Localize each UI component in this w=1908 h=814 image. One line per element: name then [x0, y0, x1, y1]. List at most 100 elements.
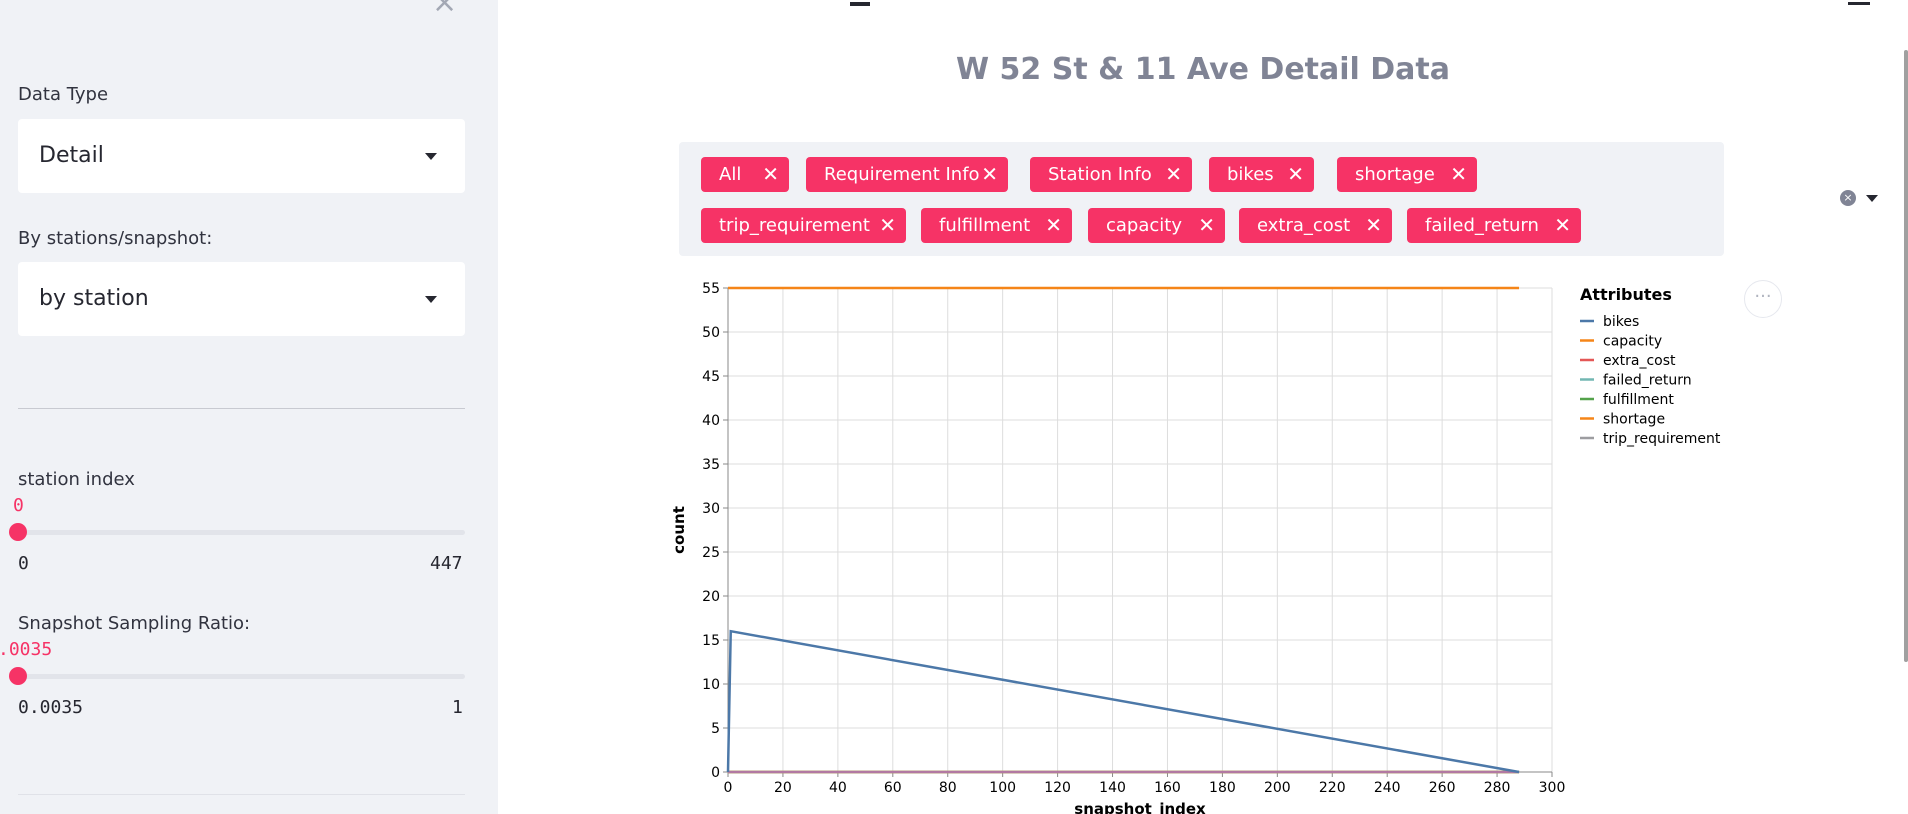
y-tick-label: 20: [702, 589, 720, 605]
legend-label-shortage: shortage: [1603, 412, 1665, 428]
y-tick-label: 45: [702, 369, 720, 385]
y-tick-label: 55: [702, 281, 720, 297]
tag-label: bikes: [1227, 164, 1274, 185]
x-tick-label: 280: [1484, 780, 1511, 796]
scrollbar[interactable]: [1904, 50, 1908, 662]
x-tick-label: 220: [1319, 780, 1346, 796]
sampling-ratio-max: 1: [452, 697, 463, 718]
close-icon[interactable]: ✕: [1450, 162, 1467, 186]
x-tick-label: 120: [1044, 780, 1071, 796]
data-type-value: Detail: [39, 143, 104, 168]
clear-all-icon[interactable]: ×: [1840, 190, 1856, 206]
x-tick-label: 300: [1539, 780, 1566, 796]
close-icon[interactable]: ✕: [1045, 213, 1062, 237]
y-tick-label: 50: [702, 325, 720, 341]
sampling-ratio-value: .0035: [0, 639, 53, 660]
x-tick-label: 260: [1429, 780, 1456, 796]
sidebar-divider: [18, 794, 465, 795]
y-axis-title: count: [670, 506, 688, 554]
y-tick-label: 10: [702, 677, 720, 693]
x-tick-label: 180: [1209, 780, 1236, 796]
tag-station-info[interactable]: Station Info ✕: [1030, 157, 1192, 192]
tag-label: fulfillment: [939, 215, 1031, 236]
tag-label: shortage: [1355, 164, 1435, 185]
chevron-down-icon: [425, 296, 437, 303]
close-icon[interactable]: ✕: [1554, 213, 1571, 237]
sampling-ratio-slider-thumb[interactable]: [9, 667, 27, 685]
sidebar: × Data Type Detail By stations/snapshot:…: [0, 0, 498, 814]
y-tick-label: 0: [711, 765, 720, 781]
x-tick-label: 0: [724, 780, 733, 796]
by-stations-value: by station: [39, 286, 149, 311]
tag-failed-return[interactable]: failed_return ✕: [1407, 208, 1581, 243]
station-index-slider-thumb[interactable]: [9, 523, 27, 541]
tag-trip-requirement[interactable]: trip_requirement ✕: [701, 208, 906, 243]
sidebar-divider: [18, 408, 465, 409]
legend-label-trip_requirement: trip_requirement: [1603, 431, 1721, 447]
station-index-max: 447: [430, 553, 463, 574]
main-content: W 52 St & 11 Ave Detail Data All ✕ Requi…: [498, 0, 1908, 814]
data-type-label: Data Type: [18, 84, 109, 105]
y-tick-label: 5: [711, 721, 720, 737]
tag-label: capacity: [1106, 215, 1182, 236]
hamburger-icon[interactable]: [1848, 2, 1870, 5]
x-tick-label: 60: [884, 780, 902, 796]
legend-title: Attributes: [1580, 285, 1672, 304]
tag-requirement-info[interactable]: Requirement Info ✕: [806, 157, 1008, 192]
by-stations-label: By stations/snapshot:: [18, 228, 213, 249]
y-tick-label: 15: [702, 633, 720, 649]
x-tick-label: 80: [939, 780, 957, 796]
x-tick-label: 40: [829, 780, 847, 796]
x-tick-label: 140: [1099, 780, 1126, 796]
chevron-down-icon[interactable]: [1866, 195, 1878, 202]
tag-all[interactable]: All ✕: [701, 157, 789, 192]
close-icon[interactable]: ✕: [1365, 213, 1382, 237]
menu-bar-icon: [850, 2, 870, 6]
legend-label-capacity: capacity: [1603, 334, 1662, 350]
data-type-select[interactable]: Detail: [18, 119, 465, 193]
close-icon[interactable]: ✕: [1165, 162, 1182, 186]
sampling-ratio-label: Snapshot Sampling Ratio:: [18, 613, 251, 634]
close-icon[interactable]: ✕: [1198, 213, 1215, 237]
line-chart: 0 20 40 60 80 100 120 140 160 180 200 220 240 260 280 3…: [670, 281, 1721, 814]
tag-fulfillment[interactable]: fulfillment ✕: [921, 208, 1072, 243]
tag-label: trip_requirement: [719, 215, 870, 236]
close-sidebar-icon[interactable]: ×: [432, 0, 458, 20]
y-tick-label: 30: [702, 501, 720, 517]
sampling-ratio-min: 0.0035: [18, 697, 84, 718]
close-icon[interactable]: ✕: [1287, 162, 1304, 186]
tag-label: All: [719, 164, 742, 185]
station-index-slider[interactable]: [18, 530, 465, 535]
chart-more-options-button[interactable]: ···: [1744, 280, 1782, 318]
tag-label: Requirement Info: [824, 164, 980, 185]
page-title: W 52 St & 11 Ave Detail Data: [956, 52, 1450, 87]
chevron-down-icon: [425, 153, 437, 160]
x-tick-label: 20: [774, 780, 792, 796]
station-index-label: station index: [18, 469, 135, 490]
x-tick-label: 240: [1374, 780, 1401, 796]
y-tick-label: 40: [702, 413, 720, 429]
series-line-bikes: [726, 629, 1520, 774]
attribute-multiselect[interactable]: All ✕ Requirement Info ✕ Station Info ✕ …: [679, 142, 1878, 256]
legend-label-fulfillment: fulfillment: [1603, 392, 1674, 408]
by-stations-select[interactable]: by station: [18, 262, 465, 336]
tag-shortage[interactable]: shortage ✕: [1337, 157, 1477, 192]
legend-label-failed_return: failed_return: [1603, 373, 1692, 389]
tag-capacity[interactable]: capacity ✕: [1088, 208, 1225, 243]
legend-label-extra_cost: extra_cost: [1603, 353, 1676, 369]
x-tick-label: 100: [989, 780, 1016, 796]
station-index-value: 0: [13, 495, 24, 516]
close-icon[interactable]: ✕: [762, 162, 779, 186]
tag-label: failed_return: [1425, 215, 1539, 236]
close-icon[interactable]: ✕: [879, 213, 896, 237]
close-icon[interactable]: ✕: [981, 162, 998, 186]
station-index-min: 0: [18, 553, 29, 574]
tag-bikes[interactable]: bikes ✕: [1209, 157, 1314, 192]
x-tick-label: 160: [1154, 780, 1181, 796]
x-axis-title: snapshot_index: [1074, 800, 1206, 814]
y-tick-label: 25: [702, 545, 720, 561]
legend-label-bikes: bikes: [1603, 314, 1639, 330]
tag-extra-cost[interactable]: extra_cost ✕: [1239, 208, 1392, 243]
sampling-ratio-slider[interactable]: [18, 674, 465, 679]
y-tick-label: 35: [702, 457, 720, 473]
